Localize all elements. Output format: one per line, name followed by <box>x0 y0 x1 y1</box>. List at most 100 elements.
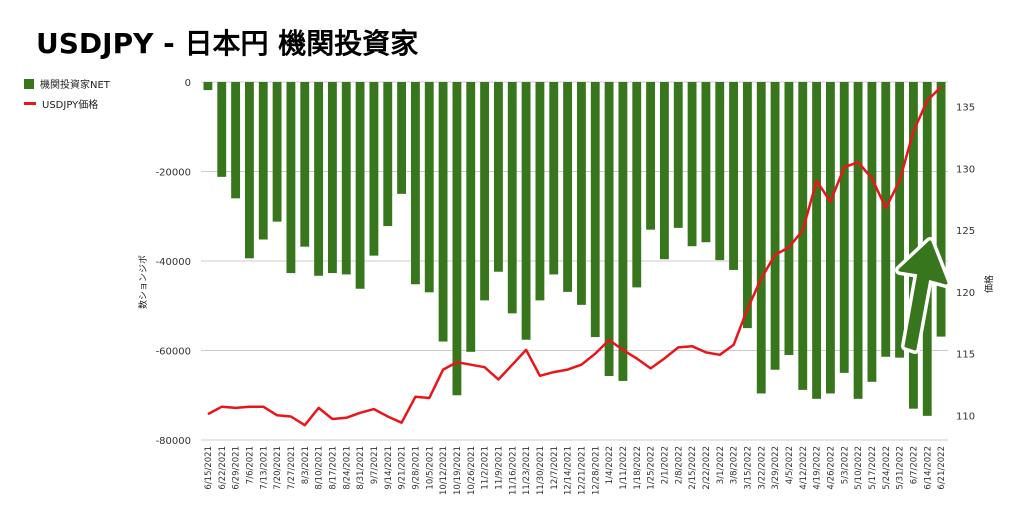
x-tick-label: 6/21/2022 <box>937 446 947 490</box>
x-tick-label: 12/14/2021 <box>564 446 574 495</box>
bar <box>410 82 420 285</box>
x-tick-label: 9/14/2021 <box>384 446 394 490</box>
x-tick-label: 11/16/2021 <box>508 446 518 495</box>
bar <box>853 82 863 399</box>
bar <box>480 82 490 301</box>
bar <box>881 82 891 357</box>
x-tick-label: 12/7/2021 <box>550 446 560 490</box>
legend-label-net: 機関投資家NET <box>40 80 110 91</box>
x-tick-label: 7/6/2021 <box>245 446 255 484</box>
left-axis-ticks: 0 -20000 -40000 -60000 -80000 <box>156 78 191 447</box>
y2-tick-label: 115 <box>956 350 975 361</box>
x-tick-label: 9/7/2021 <box>370 446 380 484</box>
bar <box>272 82 282 222</box>
x-tick-label: 11/9/2021 <box>494 446 504 490</box>
x-tick-label: 2/8/2022 <box>674 446 684 484</box>
bar <box>327 82 337 274</box>
x-tick-label: 1/4/2022 <box>605 446 615 484</box>
bar <box>756 82 766 394</box>
x-tick-label: 11/23/2021 <box>522 446 532 495</box>
y2-axis-label: 価格 <box>983 275 995 293</box>
x-tick-label: 8/3/2021 <box>301 446 311 484</box>
bar <box>839 82 849 373</box>
bar <box>521 82 531 340</box>
y2-tick-label: 125 <box>956 226 975 237</box>
x-tick-label: 4/26/2022 <box>826 446 836 490</box>
bar <box>341 82 351 275</box>
bar-series <box>203 82 946 416</box>
x-tick-label: 3/15/2022 <box>743 446 753 490</box>
bar <box>258 82 268 240</box>
bar <box>936 82 946 337</box>
y-tick-label: -80000 <box>156 436 191 447</box>
x-tick-label: 7/27/2021 <box>287 446 297 490</box>
x-axis-ticks: 6/15/2021 6/22/2021 6/29/2021 7/6/2021 7/13/… <box>204 446 947 495</box>
x-tick-label: 6/15/2021 <box>204 446 214 490</box>
legend-swatch-net <box>24 78 34 89</box>
y2-tick-label: 135 <box>956 103 975 114</box>
x-tick-label: 3/8/2022 <box>730 446 740 484</box>
x-tick-label: 5/3/2022 <box>840 446 850 484</box>
x-tick-label: 5/24/2022 <box>882 446 892 490</box>
bar <box>825 82 835 394</box>
bar <box>784 82 794 355</box>
bar <box>867 82 877 382</box>
bar <box>493 82 503 272</box>
bar <box>798 82 808 390</box>
bar <box>438 82 448 342</box>
x-tick-label: 2/15/2022 <box>688 446 698 490</box>
y2-tick-label: 120 <box>956 288 975 299</box>
legend-item-price: USDJPY価格 <box>24 96 98 111</box>
bar <box>300 82 310 247</box>
bar <box>895 82 905 358</box>
arrow-annotation <box>895 237 951 354</box>
y-tick-label: -60000 <box>156 347 191 358</box>
bar <box>742 82 752 329</box>
bar <box>701 82 711 243</box>
x-tick-label: 10/5/2021 <box>425 446 435 490</box>
bar <box>908 82 918 409</box>
x-tick-label: 11/30/2021 <box>536 446 546 495</box>
bar <box>466 82 476 352</box>
bar <box>770 82 780 370</box>
bar <box>231 82 241 199</box>
y2-tick-label: 110 <box>956 411 975 422</box>
chart-title: USDJPY - 日本円 機関投資家 <box>36 27 419 60</box>
x-tick-label: 1/18/2022 <box>633 446 643 490</box>
bar <box>383 82 393 227</box>
x-tick-label: 4/12/2022 <box>799 446 809 490</box>
x-tick-label: 2/1/2022 <box>660 446 670 484</box>
x-tick-label: 4/19/2022 <box>813 446 823 490</box>
bar <box>369 82 379 256</box>
x-tick-label: 7/20/2021 <box>273 446 283 490</box>
y-tick-label: -40000 <box>156 257 191 268</box>
bar <box>715 82 725 261</box>
bar <box>286 82 296 274</box>
bar <box>659 82 669 260</box>
x-tick-label: 11/2/2021 <box>481 446 491 490</box>
x-tick-label: 12/28/2021 <box>591 446 601 495</box>
x-tick-label: 9/21/2021 <box>398 446 408 490</box>
bar <box>549 82 559 275</box>
x-tick-label: 5/17/2022 <box>868 446 878 490</box>
bar <box>507 82 517 314</box>
bar <box>535 82 545 301</box>
x-tick-label: 6/7/2022 <box>909 446 919 484</box>
bar <box>673 82 683 228</box>
x-tick-label: 1/11/2022 <box>619 446 629 490</box>
x-tick-label: 8/10/2021 <box>315 446 325 490</box>
x-tick-label: 8/31/2021 <box>356 446 366 490</box>
x-tick-label: 10/19/2021 <box>453 446 463 495</box>
x-tick-label: 10/12/2021 <box>439 446 449 495</box>
y-tick-label: -20000 <box>156 168 191 179</box>
bar <box>314 82 324 276</box>
bar <box>687 82 697 247</box>
x-tick-label: 1/25/2022 <box>647 446 657 490</box>
x-tick-label: 3/29/2022 <box>771 446 781 490</box>
legend-swatch-price <box>24 102 36 105</box>
legend-item-net: 機関投資家NET <box>24 76 110 91</box>
bar <box>424 82 434 293</box>
bar <box>217 82 227 177</box>
bar <box>618 82 628 381</box>
